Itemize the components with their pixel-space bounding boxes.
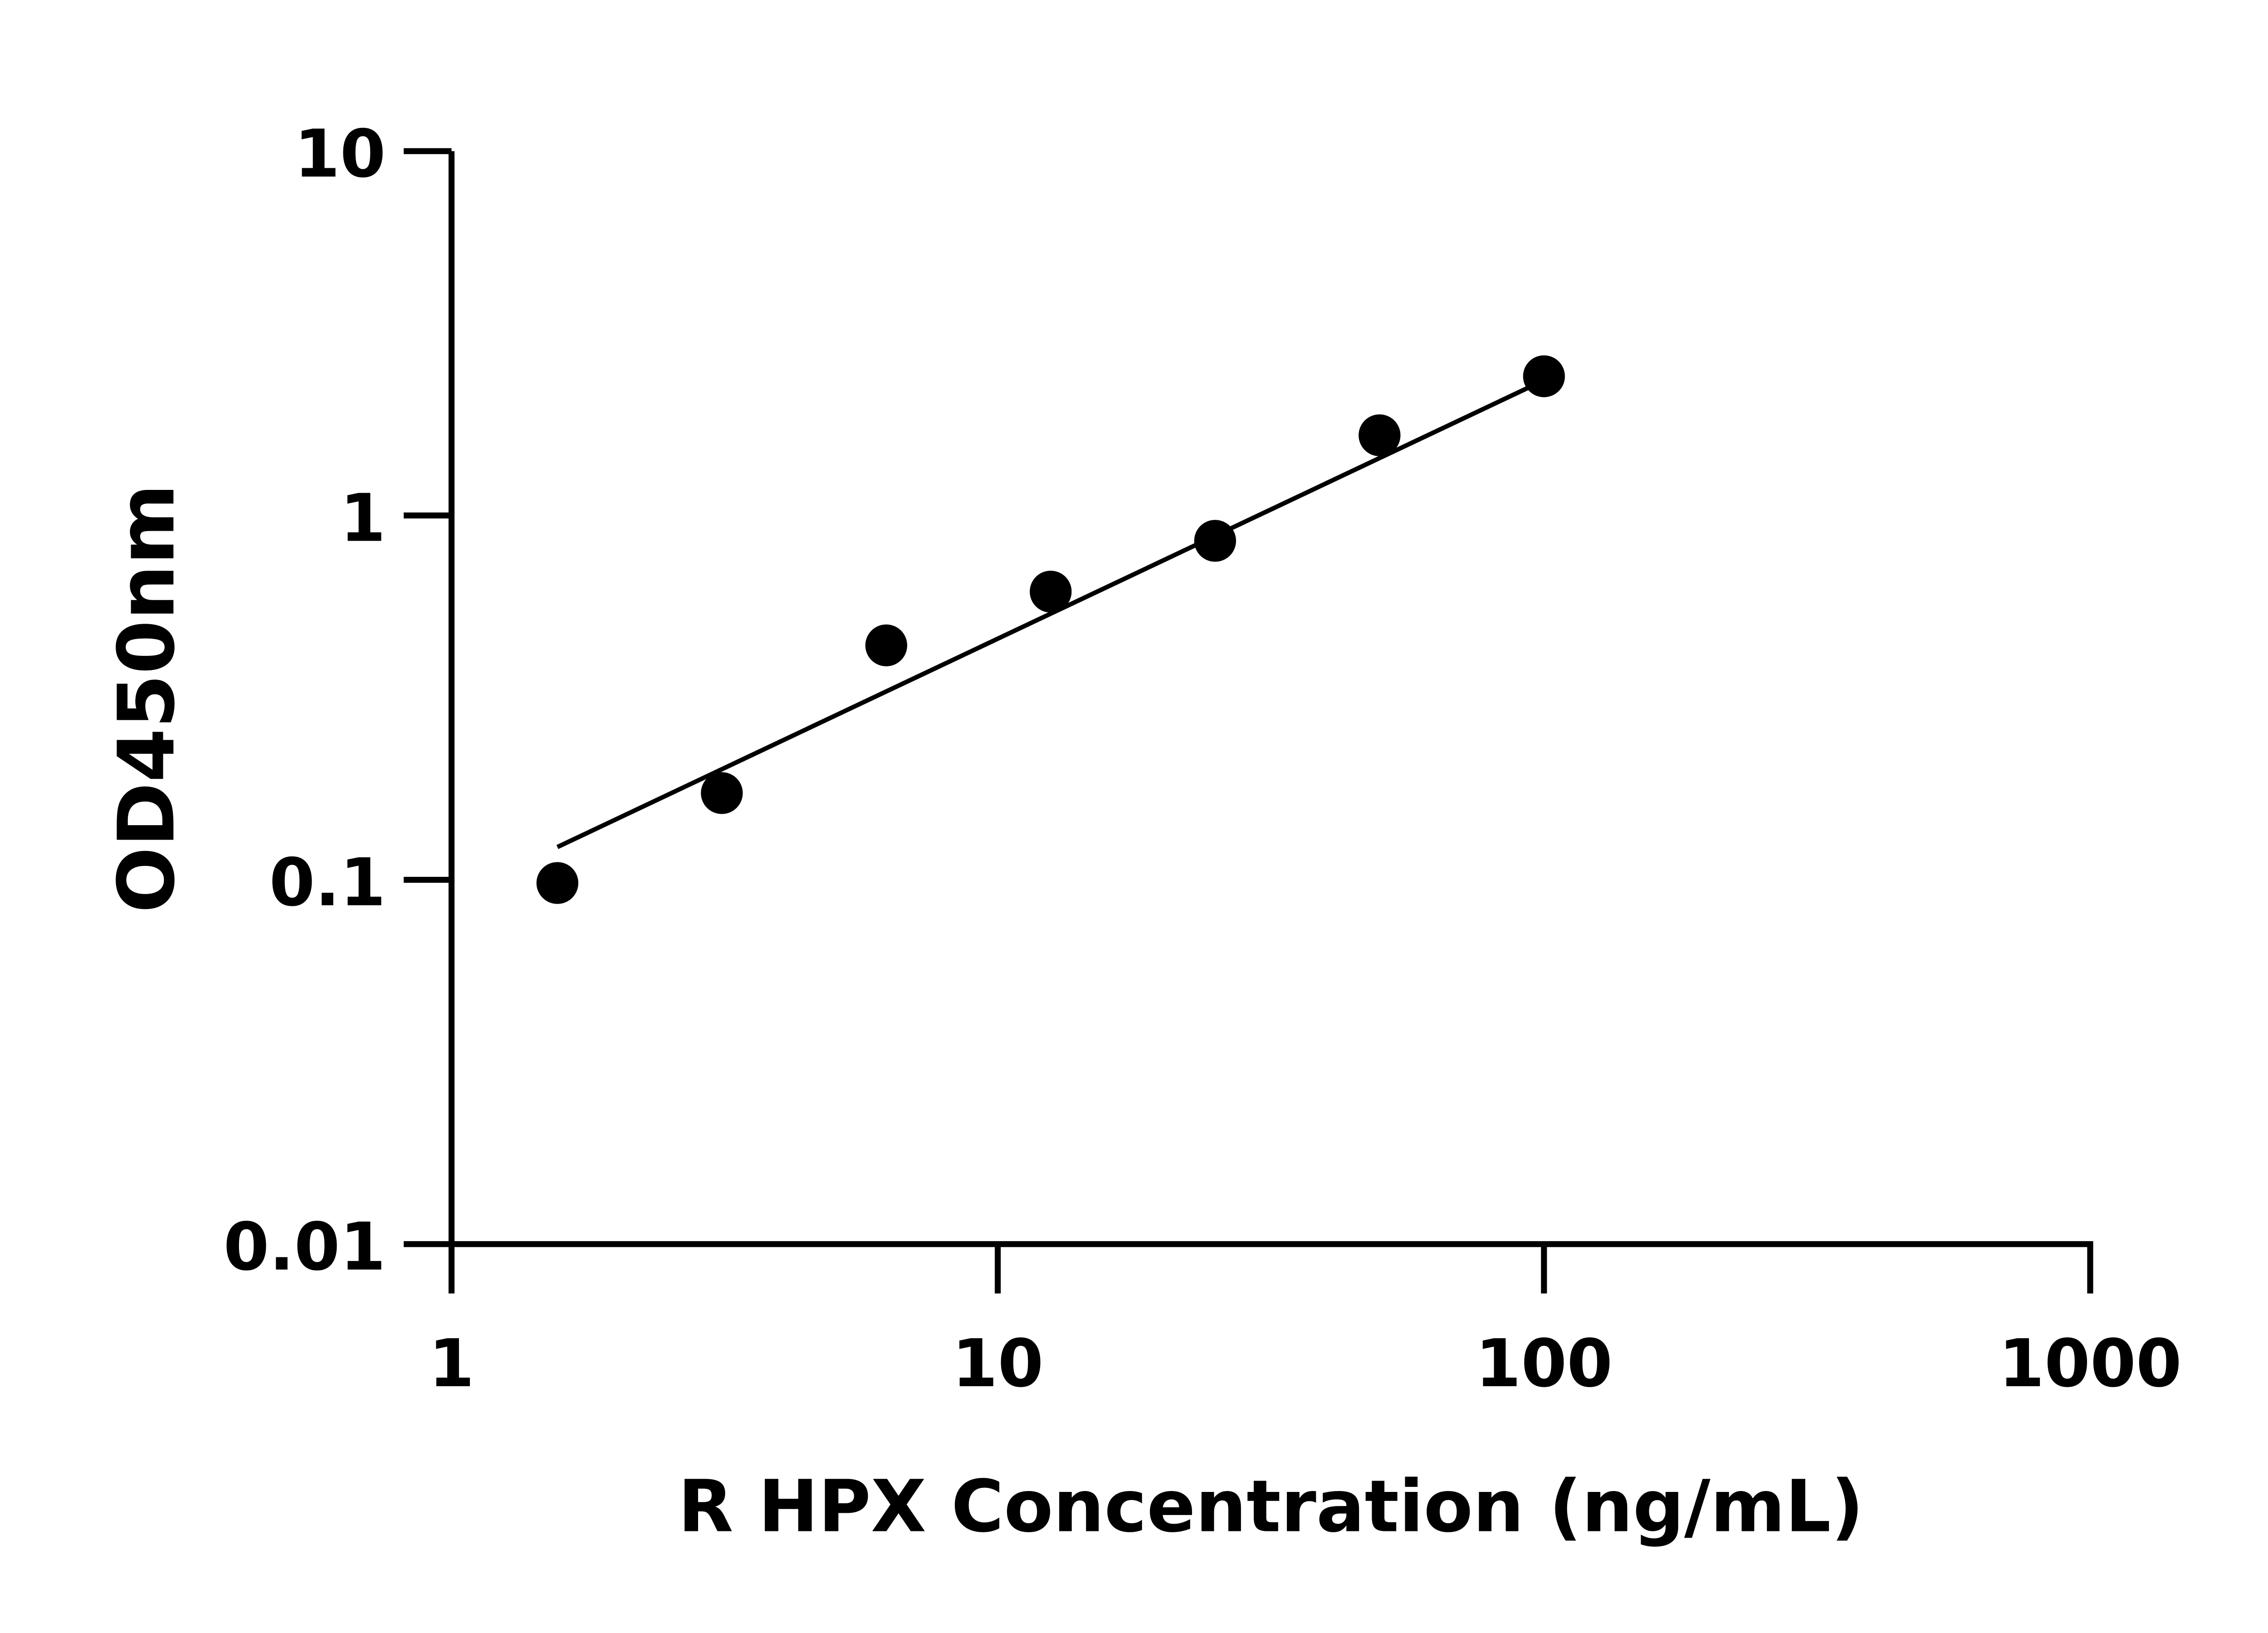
x-axis-label: R HPX Concentration (ng/mL) — [678, 1465, 1864, 1549]
y-tick-label: 1 — [340, 480, 386, 557]
y-axis-label: OD450nm — [102, 484, 192, 913]
data-point — [1523, 355, 1565, 397]
marks — [536, 355, 1565, 904]
axes — [448, 151, 2093, 1247]
x-tick-label: 100 — [1475, 1325, 1613, 1402]
x-tick-label: 10 — [952, 1325, 1044, 1402]
data-point — [1030, 571, 1072, 613]
y-tick-label: 0.01 — [224, 1209, 386, 1286]
data-point — [536, 862, 578, 904]
y-tick-label: 10 — [294, 116, 386, 192]
y-tick-label: 0.1 — [269, 845, 386, 921]
ticks: 1 10 100 1000 0.01 0.1 1 10 — [224, 116, 2182, 1402]
data-point — [1359, 414, 1401, 456]
data-point — [865, 624, 907, 666]
x-tick-label: 1000 — [1999, 1325, 2182, 1402]
data-point — [701, 772, 743, 814]
x-tick-label: 1 — [429, 1325, 474, 1402]
fit-line — [556, 378, 1545, 849]
data-point — [1194, 520, 1236, 562]
